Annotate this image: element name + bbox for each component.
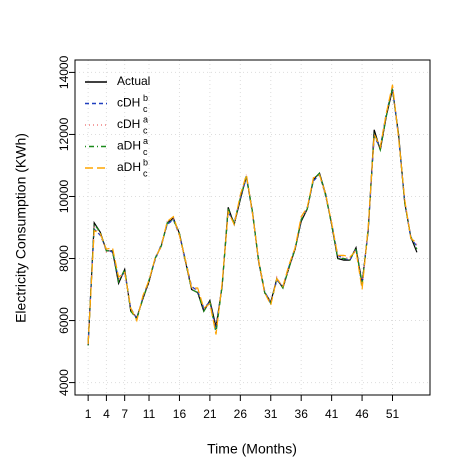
- legend-label: aDH: [117, 139, 141, 153]
- legend-label: cDH: [117, 117, 140, 131]
- legend-sup: b: [143, 93, 148, 103]
- legend-entry: Actual: [117, 74, 150, 88]
- x-tick-label: 41: [325, 407, 339, 421]
- legend-sup: a: [143, 114, 148, 124]
- legend-entry: aDH ac: [117, 136, 148, 157]
- legend-entry: aDH bc: [117, 157, 148, 178]
- x-tick-label: 1: [85, 407, 92, 421]
- y-tick-label: 12000: [57, 117, 71, 151]
- x-tick-label: 51: [386, 407, 400, 421]
- legend-label: cDH: [117, 96, 140, 110]
- legend-sub: c: [143, 125, 148, 135]
- x-tick-label: 21: [203, 407, 217, 421]
- series-line: [87, 84, 418, 344]
- legend-sup: b: [143, 157, 148, 167]
- y-axis-label: Electricity Consumption (KWh): [13, 133, 29, 323]
- legend-label: Actual: [117, 74, 150, 88]
- x-tick-label: 31: [264, 407, 278, 421]
- legend-entry: cDH ac: [117, 114, 148, 135]
- y-tick-label: 6000: [57, 307, 71, 334]
- x-tick-label: 46: [355, 407, 369, 421]
- legend-label: aDH: [117, 160, 141, 174]
- y-tick-label: 8000: [57, 245, 71, 272]
- legend-entry: cDH bc: [117, 93, 148, 114]
- y-tick-label: 14000: [57, 55, 71, 89]
- x-tick-label: 4: [103, 407, 110, 421]
- x-tick-label: 16: [173, 407, 187, 421]
- x-tick-label: 7: [121, 407, 128, 421]
- x-tick-label: 36: [295, 407, 309, 421]
- legend-sup: a: [143, 136, 148, 146]
- legend-sub: c: [143, 104, 148, 114]
- y-tick-label: 10000: [57, 179, 71, 213]
- plot-frame: [74, 59, 431, 396]
- x-axis-label: Time (Months): [207, 441, 297, 457]
- legend-sub: c: [143, 147, 148, 157]
- x-tick-label: 11: [143, 407, 156, 421]
- x-tick-label: 26: [234, 407, 248, 421]
- y-tick-label: 4000: [57, 369, 71, 396]
- legend-sub: c: [143, 168, 148, 178]
